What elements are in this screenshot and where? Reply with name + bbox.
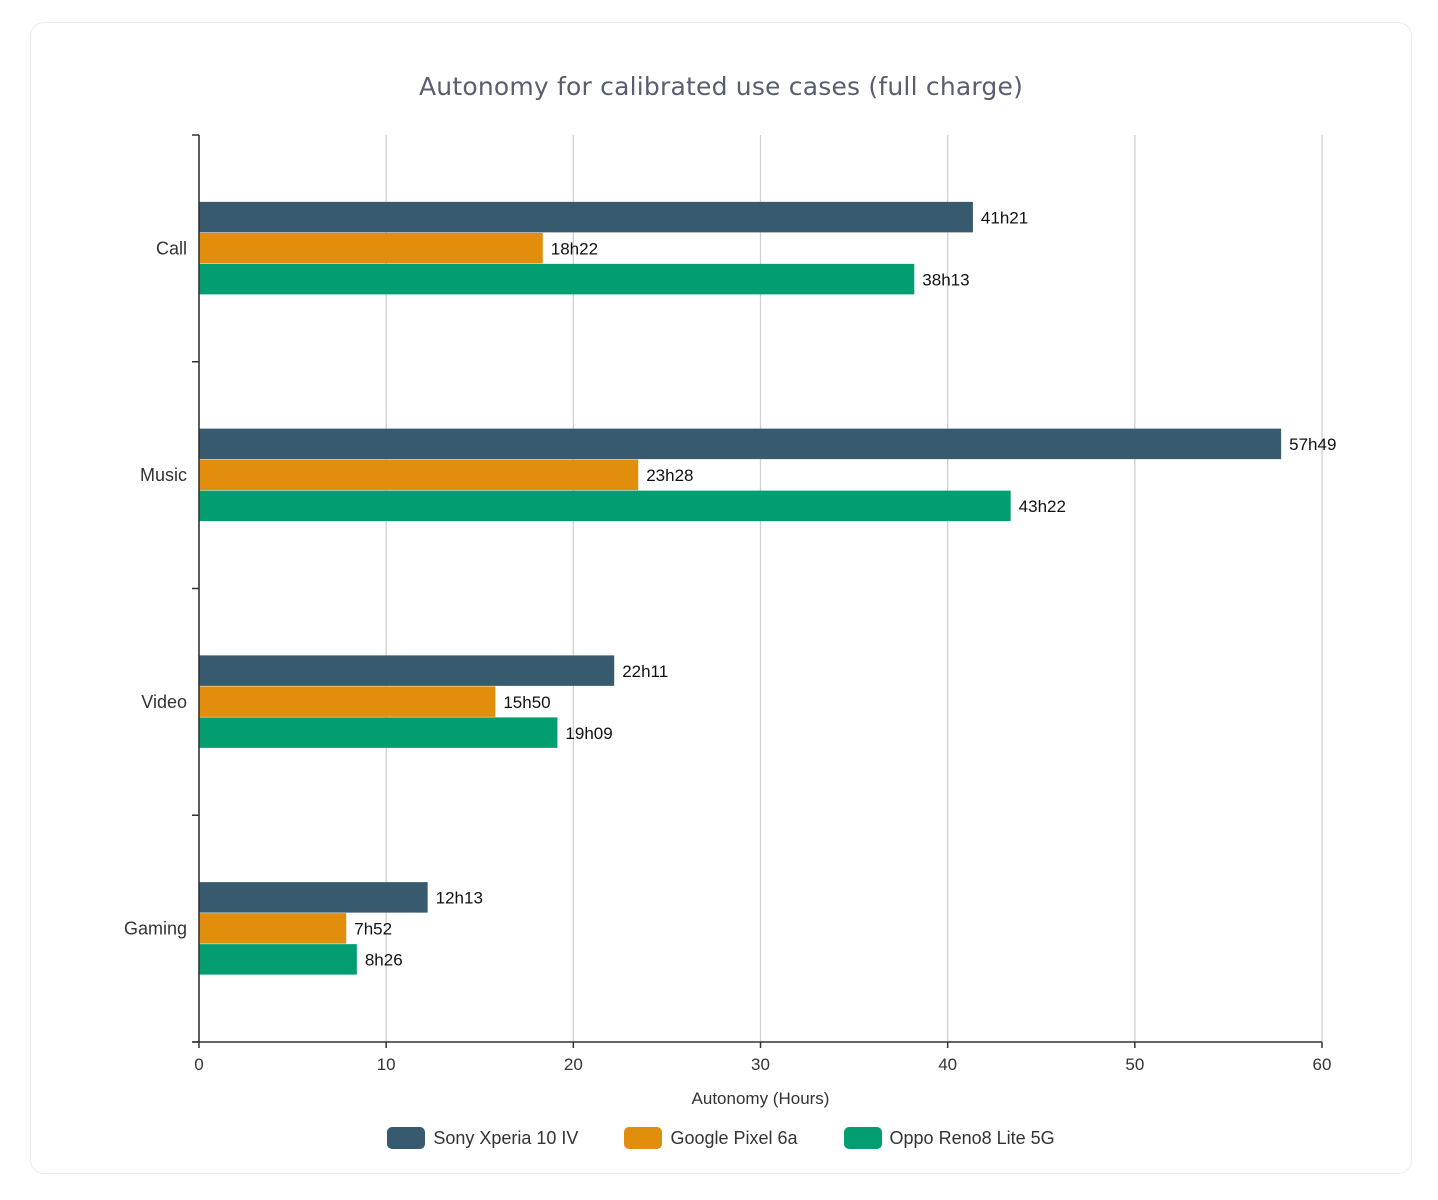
data-label: 19h09 [565, 724, 612, 743]
data-label: 23h28 [646, 466, 693, 485]
data-label: 8h26 [365, 951, 403, 970]
data-label: 22h11 [622, 662, 668, 681]
x-tick-label: 20 [564, 1055, 583, 1074]
bar [199, 428, 1282, 460]
data-labels: 41h21 18h22 38h13 57h49 23h28 43h22 22h11 15h50… [354, 208, 1336, 969]
data-label: 7h52 [354, 920, 392, 939]
bar [199, 201, 973, 233]
x-tick-label: 50 [1125, 1055, 1144, 1074]
x-tick-label: 30 [751, 1055, 770, 1074]
data-label: 43h22 [1019, 497, 1066, 516]
legend-label: Oppo Reno8 Lite 5G [889, 1127, 1055, 1148]
legend-swatch [843, 1127, 882, 1149]
bar [199, 232, 543, 264]
category-label: Music [140, 465, 187, 485]
data-label: 12h13 [436, 889, 483, 908]
bar [199, 882, 428, 913]
bars [199, 201, 1282, 975]
bar [199, 459, 639, 491]
category-label: Video [141, 692, 187, 712]
bar [199, 717, 558, 748]
data-label: 41h21 [981, 208, 1028, 227]
legend-label: Google Pixel 6a [670, 1127, 798, 1148]
bar [199, 686, 496, 717]
bar [199, 655, 615, 686]
chart-title: Autonomy for calibrated use cases (full … [418, 72, 1024, 101]
x-tick-label: 40 [938, 1055, 957, 1074]
category-label: Call [156, 238, 187, 258]
x-tick-label: 60 [1313, 1055, 1332, 1074]
bar [199, 913, 347, 944]
legend-swatch [387, 1127, 426, 1149]
legend-item[interactable]: Sony Xperia 10 IV [387, 1127, 578, 1149]
legend-label: Sony Xperia 10 IV [433, 1127, 579, 1148]
category-label: Gaming [124, 919, 187, 939]
bar [199, 263, 915, 295]
axes: 0 10 20 30 40 50 60 Call Music Video Gaming [124, 134, 1332, 1074]
x-tick-label: 0 [194, 1055, 203, 1074]
bar [199, 490, 1011, 522]
data-label: 15h50 [503, 693, 550, 712]
legend: Sony Xperia 10 IV Google Pixel 6a Oppo Ren… [0, 1127, 1438, 1149]
x-axis-title: Autonomy (Hours) [692, 1089, 830, 1108]
data-label: 18h22 [551, 239, 598, 258]
legend-item[interactable]: Oppo Reno8 Lite 5G [843, 1127, 1055, 1149]
data-label: 38h13 [922, 270, 969, 289]
legend-item[interactable]: Google Pixel 6a [624, 1127, 798, 1149]
bar [199, 944, 357, 975]
data-label: 57h49 [1289, 435, 1336, 454]
x-tick-label: 10 [377, 1055, 396, 1074]
legend-swatch [624, 1127, 663, 1149]
